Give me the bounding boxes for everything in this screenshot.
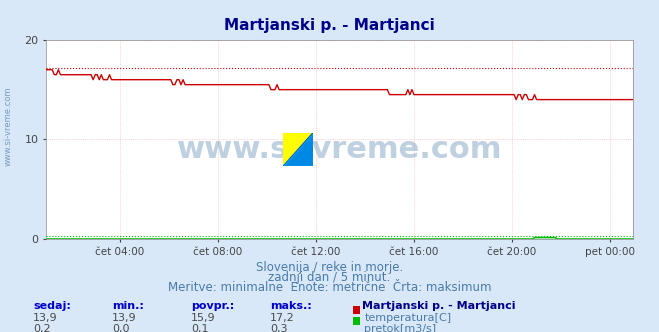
Text: pretok[m3/s]: pretok[m3/s] (364, 324, 436, 332)
Polygon shape (283, 133, 313, 166)
Text: sedaj:: sedaj: (33, 301, 71, 311)
Text: Martjanski p. - Martjanci: Martjanski p. - Martjanci (224, 18, 435, 33)
Polygon shape (283, 133, 313, 166)
Text: zadnji dan / 5 minut.: zadnji dan / 5 minut. (268, 271, 391, 284)
Text: 0,3: 0,3 (270, 324, 288, 332)
Text: povpr.:: povpr.: (191, 301, 235, 311)
Text: 15,9: 15,9 (191, 313, 215, 323)
Text: min.:: min.: (112, 301, 144, 311)
Text: Martjanski p. - Martjanci: Martjanski p. - Martjanci (362, 301, 516, 311)
Text: maks.:: maks.: (270, 301, 312, 311)
Text: 17,2: 17,2 (270, 313, 295, 323)
Text: Meritve: minimalne  Enote: metrične  Črta: maksimum: Meritve: minimalne Enote: metrične Črta:… (168, 281, 491, 293)
Text: 13,9: 13,9 (33, 313, 57, 323)
Text: www.si-vreme.com: www.si-vreme.com (3, 86, 13, 166)
Text: temperatura[C]: temperatura[C] (364, 313, 451, 323)
Text: Slovenija / reke in morje.: Slovenija / reke in morje. (256, 261, 403, 274)
Text: 0,2: 0,2 (33, 324, 51, 332)
Text: 0,1: 0,1 (191, 324, 209, 332)
Text: www.si-vreme.com: www.si-vreme.com (177, 135, 502, 164)
Text: 0,0: 0,0 (112, 324, 130, 332)
Polygon shape (283, 133, 313, 166)
Text: 13,9: 13,9 (112, 313, 136, 323)
